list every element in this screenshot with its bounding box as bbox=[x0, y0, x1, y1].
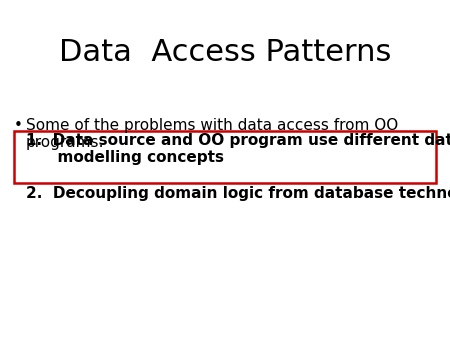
Text: •: • bbox=[14, 118, 23, 133]
Text: 1.  Data source and OO program use different data
      modelling concepts: 1. Data source and OO program use differ… bbox=[26, 133, 450, 165]
Bar bbox=[14, 131, 436, 183]
Text: Data  Access Patterns: Data Access Patterns bbox=[59, 38, 391, 67]
Text: 2.  Decoupling domain logic from database technology: 2. Decoupling domain logic from database… bbox=[26, 186, 450, 201]
Text: Some of the problems with data access from OO
programs:: Some of the problems with data access fr… bbox=[26, 118, 398, 150]
